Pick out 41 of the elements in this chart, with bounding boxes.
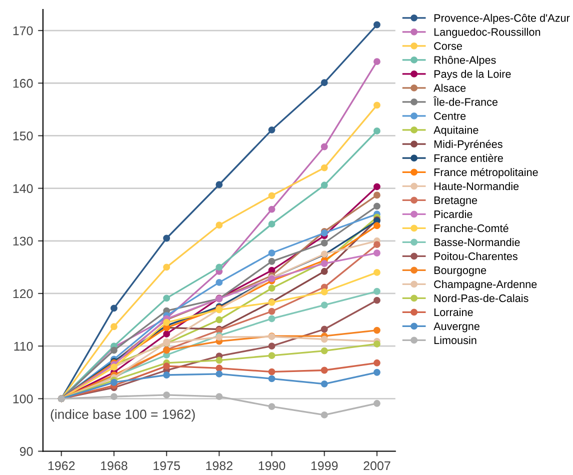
y-tick-label: 90 — [20, 447, 33, 456]
x-tick-label: 1999 — [311, 461, 338, 470]
y-tick-label: 130 — [13, 236, 33, 246]
x-tick-label: 1982 — [206, 461, 232, 470]
legend-label: Aquitaine — [434, 126, 478, 136]
legend-label: Auvergne — [434, 322, 480, 332]
legend-label: Corse — [434, 42, 462, 50]
legend-label: Picardie — [434, 210, 472, 218]
legend-label: Haute-Normandie — [434, 182, 519, 190]
y-tick-label: 100 — [13, 394, 33, 404]
legend-label: France entière — [434, 154, 503, 162]
legend-label: Alsace — [434, 84, 466, 92]
legend-label: Limousin — [434, 336, 476, 344]
legend-label: Languedoc-Roussillon — [434, 28, 540, 38]
x-tick-label: 2007 — [364, 461, 390, 470]
y-tick-label: 160 — [13, 78, 33, 88]
legend-label: Midi-Pyrénées — [434, 140, 502, 150]
legend-label: France métropolitaine — [434, 168, 538, 178]
legend-label: Champagne-Ardenne — [434, 280, 537, 290]
y-tick-label: 110 — [14, 342, 33, 351]
legend-label: Lorraine — [434, 308, 473, 316]
x-tick-label: 1968 — [101, 461, 128, 470]
legend-label: Basse-Normandie — [434, 238, 520, 246]
x-tick-label: 1975 — [154, 461, 180, 470]
x-tick-label: 1962 — [48, 461, 75, 470]
y-tick-label: 170 — [13, 26, 33, 36]
legend-label: Bourgogne — [434, 266, 486, 276]
y-tick-label: 150 — [13, 132, 33, 140]
x-tick-label: 1990 — [258, 461, 286, 470]
legend-label: Rhône-Alpes — [434, 56, 496, 66]
y-tick-label: 140 — [13, 184, 33, 193]
legend-label: Franche-Comté — [434, 224, 508, 232]
legend-label: Poitou-Charentes — [434, 252, 518, 260]
y-tick-label: 120 — [13, 289, 33, 298]
legend-label: Pays de la Loire — [434, 70, 511, 80]
legend-label: Bretagne — [434, 196, 478, 206]
legend-label: Île-de-France — [433, 96, 498, 106]
legend-label: Nord-Pas-de-Calais — [434, 294, 528, 302]
legend-label: Centre — [434, 112, 466, 120]
annotation: (indice base 100 = 1962) — [50, 409, 195, 422]
legend-label: Provence-Alpes-Côte d'Azur — [434, 14, 570, 24]
